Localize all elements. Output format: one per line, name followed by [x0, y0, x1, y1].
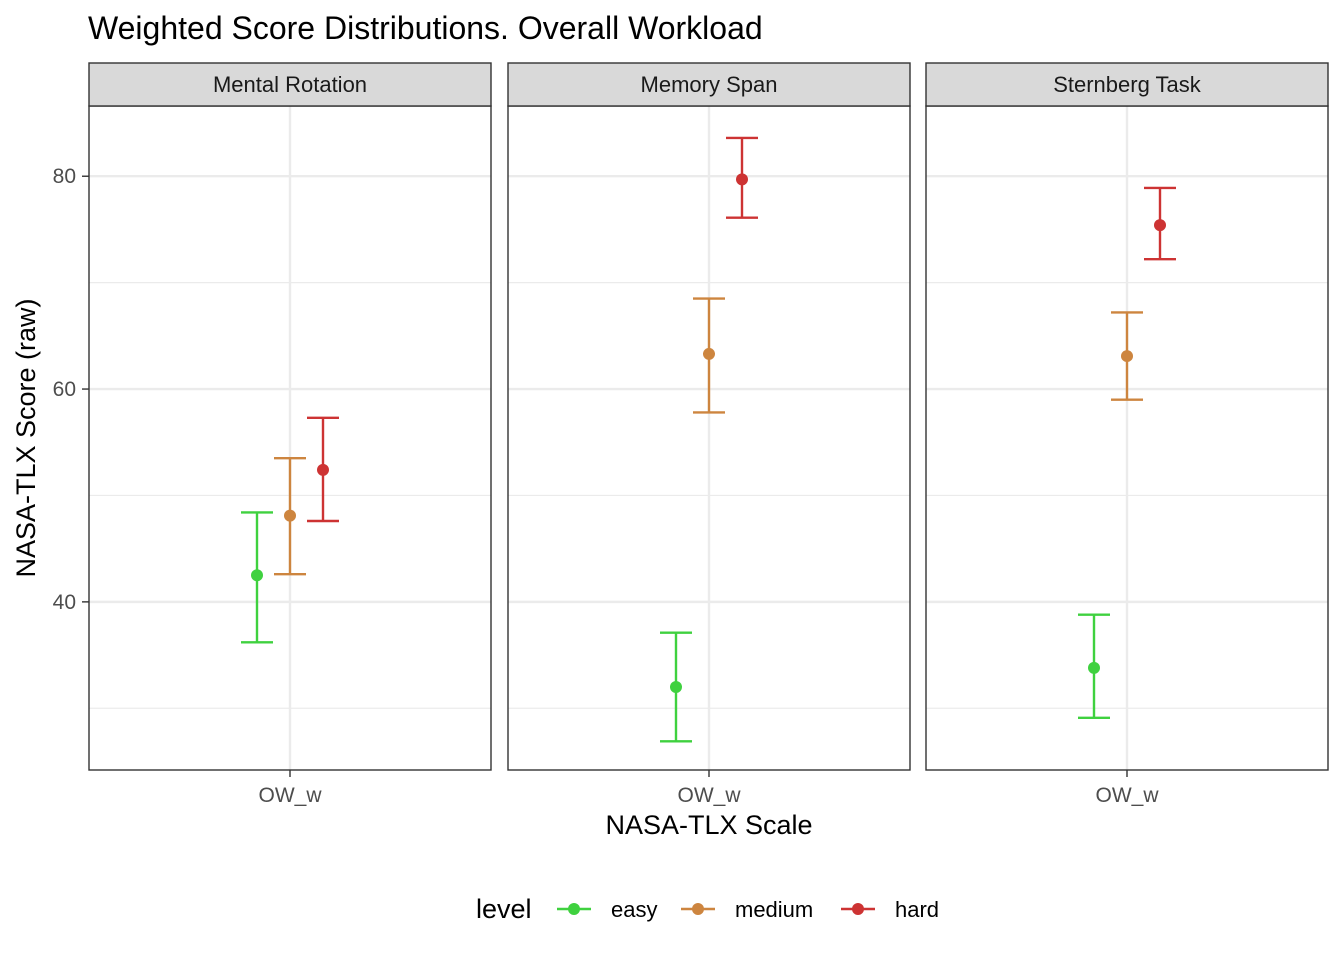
mean-point-hard — [736, 173, 748, 186]
facet-panel: Memory Span OW_w — [507, 62, 911, 807]
chart-title: Weighted Score Distributions. Overall Wo… — [88, 10, 763, 46]
errorbar-medium — [1111, 311, 1143, 401]
errorbar-hard — [307, 416, 339, 523]
x-tick-label: OW_w — [1096, 784, 1160, 807]
strip-background — [925, 62, 1329, 107]
strip-label: Memory Span — [641, 72, 778, 97]
legend-key-hard: hard — [841, 897, 939, 922]
legend-key-point — [568, 903, 580, 915]
errorbar-medium — [693, 297, 725, 414]
errorbar-hard — [726, 136, 758, 219]
legend-key-point — [692, 903, 704, 915]
x-tick-label: OW_w — [678, 784, 742, 807]
x-tick-label: OW_w — [259, 784, 323, 807]
strip-label: Mental Rotation — [213, 72, 367, 97]
legend-label: easy — [611, 897, 657, 922]
mean-point-hard — [317, 463, 329, 476]
mean-point-easy — [251, 569, 263, 582]
mean-point-medium — [703, 347, 715, 360]
errorbar-hard — [1144, 186, 1176, 261]
y-tick-label: 80 — [53, 165, 76, 188]
y-axis-title: NASA-TLX Score (raw) — [11, 298, 41, 577]
strip-label: Sternberg Task — [1053, 72, 1202, 97]
mean-point-easy — [670, 681, 682, 693]
mean-point-medium — [284, 509, 296, 522]
errorbar-easy — [1078, 613, 1110, 720]
errorbar-easy — [241, 511, 273, 644]
y-axis: 40 60 80 — [53, 165, 89, 614]
legend-key-point — [852, 903, 864, 915]
mean-point-medium — [1121, 350, 1133, 363]
errorbar-medium — [274, 457, 306, 576]
mean-point-hard — [1154, 219, 1166, 232]
mean-point-easy — [1088, 661, 1100, 674]
y-tick-label: 40 — [53, 591, 76, 614]
legend: level easy medium hard — [476, 894, 939, 924]
x-axis-title: NASA-TLX Scale — [605, 810, 812, 840]
legend-key-medium: medium — [681, 897, 813, 922]
strip-background — [88, 62, 492, 107]
facet-panel: Sternberg Task OW_w — [925, 62, 1329, 807]
legend-title: level — [476, 894, 532, 924]
strip-background — [507, 62, 911, 107]
legend-label: medium — [735, 897, 813, 922]
errorbar-easy — [660, 631, 692, 743]
facet-panel: Mental Rotation OW_w — [88, 62, 492, 807]
legend-label: hard — [895, 897, 939, 922]
legend-key-easy: easy — [557, 897, 657, 922]
y-tick-label: 60 — [53, 378, 76, 401]
